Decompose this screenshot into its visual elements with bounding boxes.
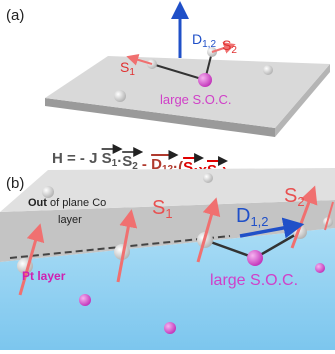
s-main: S [120,59,129,75]
s-main: S [284,185,297,207]
d-sub: 1,2 [202,39,216,50]
s-sub: 1 [129,67,135,78]
panel-label: (a) [6,7,24,24]
soc-label: large S.O.C. [210,272,298,289]
s-sub: 2 [297,194,304,209]
s-main: S [152,197,165,219]
s2-label: S2 [222,37,237,56]
co-layer-label-line2: layer [58,214,82,226]
equation-term: S [122,153,132,170]
d-sub: 1,2 [250,214,268,229]
d-main: D [192,31,202,47]
co-rest: of plane Co [47,197,106,209]
atom [203,173,213,183]
pt-layer-label: Pt layer [22,269,66,283]
pt-atom [315,263,325,273]
pt-atom [198,73,212,87]
soc-label: large S.O.C. [160,92,232,107]
pt-atom [164,322,176,334]
d-label: D1,2 [192,31,216,50]
atom [263,65,273,75]
co-bold: Out [28,197,47,209]
figure: (a) D1,2 S1 S2 large S.O.C. H = - J S1·S… [0,0,335,354]
d-main: D [236,205,250,227]
equation-term: H = - J [52,150,102,167]
panel-b: (b) Out of plane Co layer Pt layer S1 D1… [0,168,335,350]
pt-atom [79,294,91,306]
pt-atom [247,250,263,266]
equation-term: S [102,150,112,167]
atom [114,90,126,102]
s-sub: 2 [231,45,237,56]
panel-label: (b) [6,175,24,192]
s-sub: 1 [165,206,172,221]
panel-a: (a) D1,2 S1 S2 large S.O.C. [6,7,330,137]
s-main: S [222,37,231,53]
co-layer-label: Out of plane Co [28,197,106,209]
